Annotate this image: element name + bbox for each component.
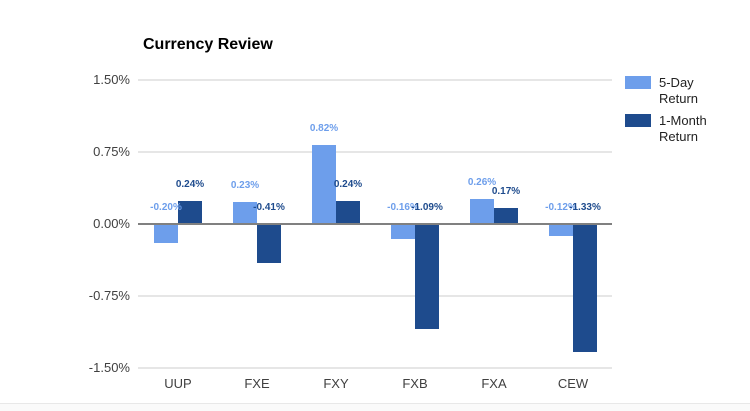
bar-5-day-FXA[interactable] [470, 199, 494, 224]
legend-label-5-day: 5-Day Return [659, 75, 699, 106]
gridline [138, 79, 612, 81]
bar-5-day-FXE[interactable] [233, 202, 257, 224]
bar-value-label: -0.16% [387, 202, 419, 213]
bar-5-day-UUP[interactable] [154, 224, 178, 243]
gridline [138, 367, 612, 369]
y-axis-tick-label: -1.50% [88, 360, 130, 375]
x-axis-category-label: FXY [323, 376, 349, 391]
chart-title: Currency Review [143, 36, 273, 53]
bar-value-label: -0.12% [545, 202, 577, 213]
bar-value-label: 0.24% [175, 179, 205, 190]
bar-value-label: 0.17% [491, 186, 521, 197]
bar-5-day-FXY[interactable] [312, 145, 336, 224]
bar-value-label: 0.23% [230, 180, 260, 191]
legend: 5-Day Return 1-Month Return [625, 75, 725, 151]
bar-5-day-FXB[interactable] [391, 224, 415, 239]
zero-axis-line [138, 223, 612, 225]
bar-value-label: -0.20% [150, 202, 182, 213]
legend-swatch-5-day-icon [625, 76, 651, 89]
bar-1-month-UUP[interactable] [178, 201, 202, 224]
bar-value-label: 0.82% [309, 123, 339, 134]
bar-1-month-FXY[interactable] [336, 201, 360, 224]
y-axis-tick-label: 0.00% [93, 216, 130, 231]
gridline [138, 295, 612, 297]
bar-1-month-FXA[interactable] [494, 208, 518, 224]
legend-item-1-month: 1-Month Return [625, 113, 725, 145]
bar-value-label: -1.33% [569, 202, 601, 213]
x-axis-category-label: FXB [402, 376, 428, 391]
x-axis-category-label: FXA [481, 376, 507, 391]
bar-value-label: -0.41% [253, 202, 285, 213]
legend-label-1-month: 1-Month Return [659, 113, 707, 144]
legend-item-5-day: 5-Day Return [625, 75, 725, 107]
bar-value-label: 0.24% [333, 179, 363, 190]
x-axis-category-label: UUP [164, 376, 192, 391]
legend-swatch-1-month-icon [625, 114, 651, 127]
gridline [138, 151, 612, 153]
bar-value-label: -1.09% [411, 202, 443, 213]
x-axis-category-label: CEW [557, 376, 589, 391]
y-axis-tick-label: 1.50% [93, 72, 130, 87]
y-axis-tick-label: -0.75% [88, 288, 130, 303]
bar-1-month-FXE[interactable] [257, 224, 281, 263]
bar-1-month-FXB[interactable] [415, 224, 439, 329]
bar-5-day-CEW[interactable] [549, 224, 573, 236]
bar-1-month-CEW[interactable] [573, 224, 597, 352]
page-bottom-edge [0, 403, 750, 411]
bar-value-label: 0.26% [467, 177, 497, 188]
y-axis-tick-label: 0.75% [93, 144, 130, 159]
x-axis-category-label: FXE [244, 376, 270, 391]
